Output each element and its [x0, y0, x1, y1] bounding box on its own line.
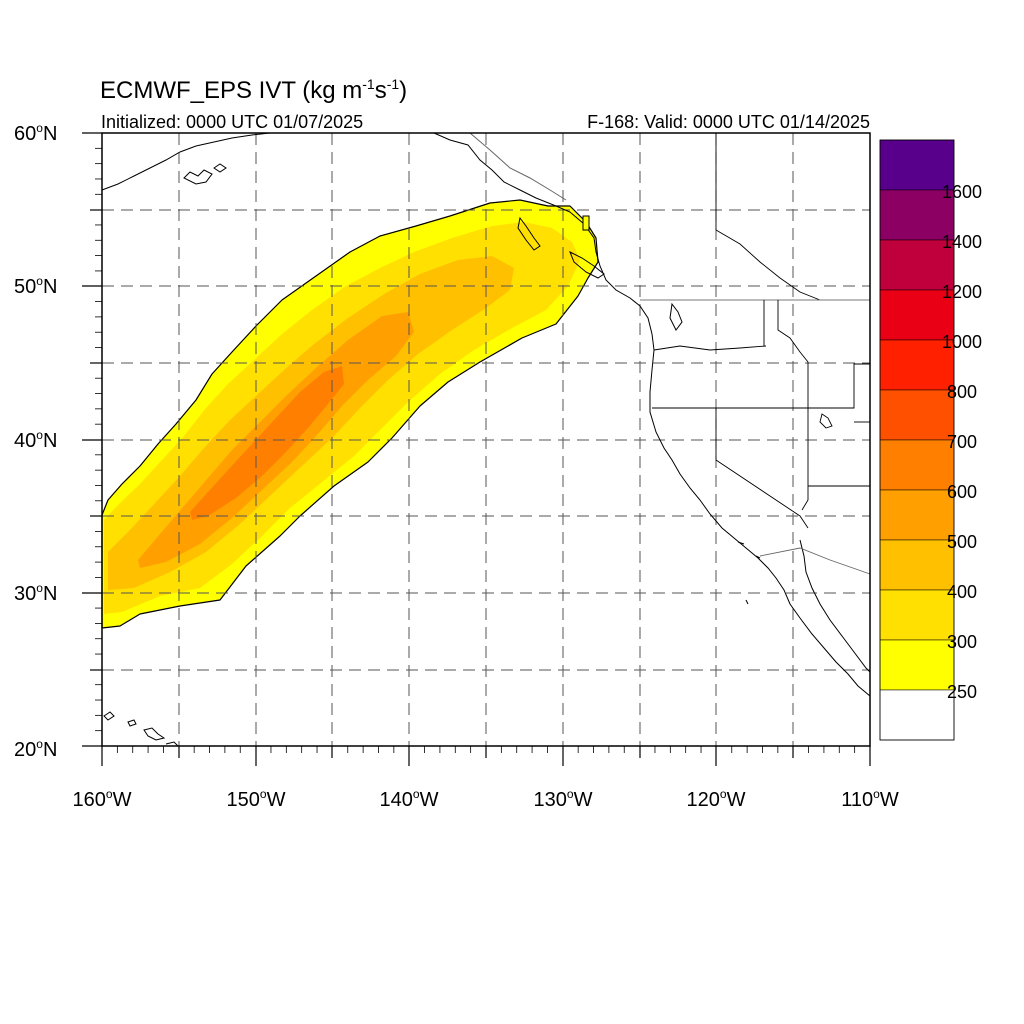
canada-interior-line	[469, 132, 567, 201]
lon-label-110w: 110oW	[841, 787, 899, 811]
washington-oregon-border	[653, 345, 767, 351]
colorbar-labels: 1600 1400 1200 1000 800 700 600 500 400 …	[942, 182, 982, 702]
lon-label-140w: 140oW	[380, 787, 439, 811]
colorbar-label: 600	[947, 482, 977, 502]
colorbar-label: 250	[947, 682, 977, 702]
lat-label-30n: 30oN	[14, 581, 57, 605]
colorbar-label: 1000	[942, 332, 982, 352]
nevada-border	[715, 408, 809, 529]
lat-label-50n: 50oN	[14, 274, 57, 298]
colorbar-swatch	[879, 389, 955, 441]
colorbar-label: 800	[947, 382, 977, 402]
map-title: ECMWF_EPS IVT (kg m-1s-1)	[100, 76, 407, 104]
vancouver-island	[569, 250, 605, 279]
longitude-labels: 160oW 150oW 140oW 130oW 120oW 110oW	[73, 787, 899, 811]
major-ticks	[82, 132, 871, 766]
colorbar: 1600 1400 1200 1000 800 700 600 500 400 …	[879, 139, 982, 741]
ivt-contour-600	[190, 366, 344, 520]
colorbar-swatch	[879, 439, 955, 491]
lon-label-160w: 160oW	[73, 787, 132, 811]
colorbar-swatch	[879, 139, 955, 191]
utah-border	[808, 363, 870, 409]
colorbar-swatches	[879, 139, 955, 741]
hawaii-islands	[103, 711, 179, 747]
coastlines	[101, 132, 871, 747]
colorbar-label: 500	[947, 532, 977, 552]
map-panel	[82, 132, 871, 766]
colorbar-label: 1200	[942, 282, 982, 302]
colorbar-frame	[879, 139, 955, 741]
lon-label-130w: 130oW	[534, 787, 593, 811]
colorbar-label: 400	[947, 582, 977, 602]
lat-label-40n: 40oN	[14, 428, 57, 452]
colorbar-label: 1400	[942, 232, 982, 252]
political-boundaries	[640, 133, 871, 575]
arizona-border	[801, 408, 809, 511]
haida-gwaii	[517, 216, 541, 251]
channel-islands	[737, 541, 761, 605]
baja-gulf-coastline	[799, 539, 871, 673]
lon-label-150w: 150oW	[227, 787, 286, 811]
colorbar-swatch	[879, 539, 955, 591]
north-america-coastline	[433, 132, 871, 697]
colorbar-swatch	[879, 639, 955, 691]
init-time-label: Initialized: 0000 UTC 01/07/2025	[101, 112, 363, 132]
idaho-border	[777, 300, 809, 408]
colorbar-swatch	[879, 289, 955, 341]
latitude-labels: 60oN 50oN 40oN 30oN 20oN	[14, 121, 57, 761]
colorbar-label: 700	[947, 432, 977, 452]
minor-ticks	[95, 147, 856, 753]
puget-sound	[669, 302, 683, 331]
alaska-islands	[183, 163, 227, 185]
alaska-coastline	[101, 132, 271, 191]
lat-label-20n: 20oN	[14, 737, 57, 761]
colorbar-swatch	[879, 689, 955, 741]
colorbar-label: 300	[947, 632, 977, 652]
island-marker	[582, 215, 590, 231]
colorbar-label: 1600	[942, 182, 982, 202]
lon-label-120w: 120oW	[687, 787, 746, 811]
colorbar-swatch	[879, 239, 955, 291]
lat-label-60n: 60oN	[14, 121, 57, 145]
great-salt-lake	[819, 413, 833, 429]
valid-time-label: F-168: Valid: 0000 UTC 01/14/2025	[587, 112, 870, 132]
us-mexico-border	[759, 547, 871, 575]
colorbar-swatch	[879, 589, 955, 641]
canada-interior-border	[715, 229, 821, 301]
colorbar-swatch	[879, 489, 955, 541]
